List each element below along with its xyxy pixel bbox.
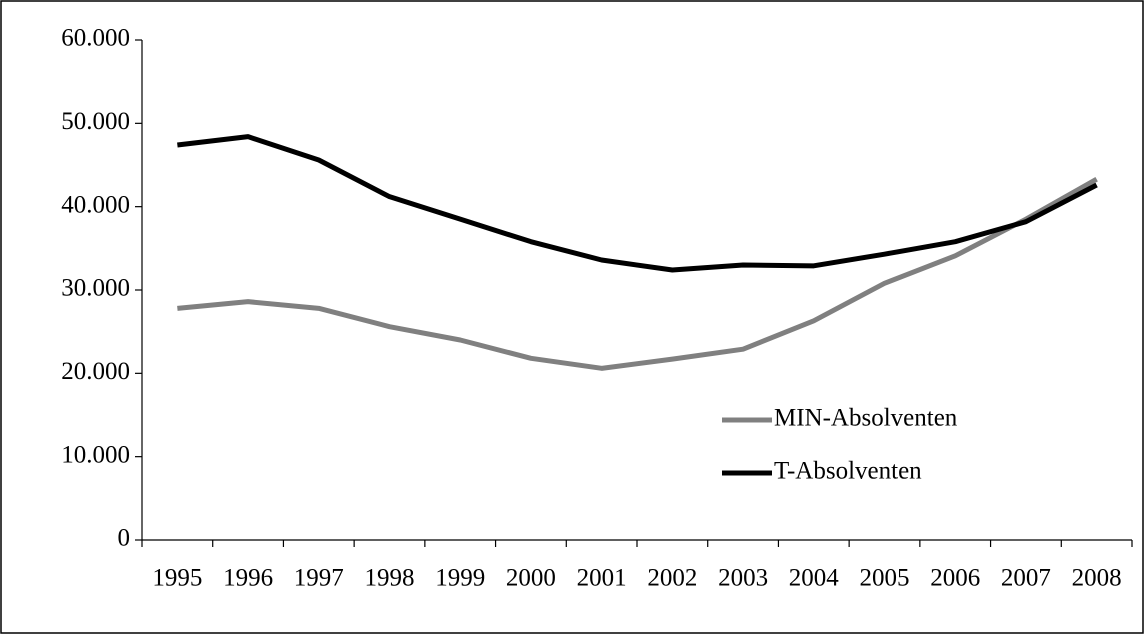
x-tick-label: 1997 xyxy=(294,565,344,592)
y-tick-label: 20.000 xyxy=(61,358,130,385)
x-tick-label: 2003 xyxy=(718,565,768,592)
y-tick-label: 60.000 xyxy=(61,25,130,52)
legend-label: T-Absolventen xyxy=(774,458,922,485)
legend-label: MIN-Absolventen xyxy=(774,405,958,432)
x-tick-label: 2006 xyxy=(930,565,980,592)
x-tick-label: 2001 xyxy=(577,565,627,592)
x-tick-label: 1998 xyxy=(365,565,415,592)
x-tick-label: 1999 xyxy=(435,565,485,592)
x-tick-label: 1995 xyxy=(152,565,202,592)
series-line xyxy=(177,134,1098,273)
x-tick-label: 1996 xyxy=(223,565,273,592)
y-tick-label: 0 xyxy=(118,525,131,552)
x-tick-label: 2007 xyxy=(1001,565,1051,592)
y-tick-label: 50.000 xyxy=(61,108,130,135)
x-tick-label: 2004 xyxy=(789,565,840,592)
y-tick-label: 10.000 xyxy=(61,441,130,468)
x-tick-label: 2005 xyxy=(860,565,910,592)
y-tick-label: 40.000 xyxy=(61,191,130,218)
x-tick-label: 2002 xyxy=(647,565,697,592)
x-tick-label: 2008 xyxy=(1072,565,1122,592)
y-tick-label: 30.000 xyxy=(61,275,130,302)
series-line xyxy=(177,176,1098,371)
x-tick-label: 2000 xyxy=(506,565,556,592)
